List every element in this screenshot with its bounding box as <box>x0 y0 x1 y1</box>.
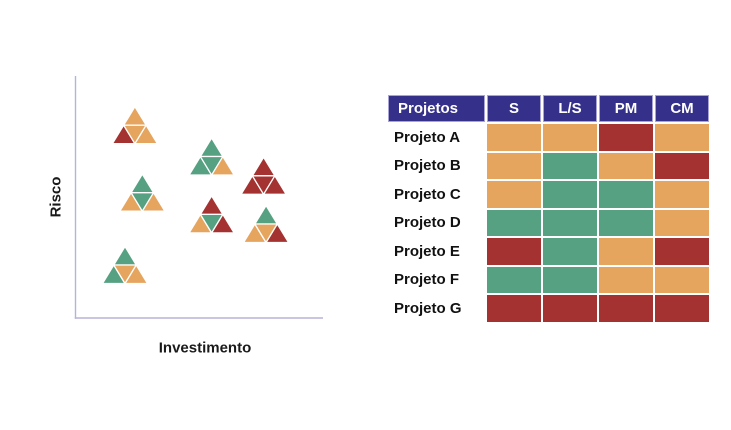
column-header-pm: PM <box>599 95 653 122</box>
triangle-marker <box>251 156 276 177</box>
status-cell-ls-orange <box>543 124 597 151</box>
column-header-cm: CM <box>655 95 709 122</box>
project-table-body: Projeto A Projeto B Projeto C Projeto D Proj… <box>388 124 709 322</box>
project-label: Projeto B <box>388 152 485 179</box>
status-cell-ls-teal <box>543 266 597 293</box>
status-cell-pm-teal <box>599 181 653 208</box>
status-cell-s-red <box>487 238 541 265</box>
scatter-plot-svg <box>74 76 323 319</box>
table-row: Projeto A <box>388 124 709 151</box>
table-header-row: Projetos S L/S PM CM <box>388 95 709 122</box>
status-cell-pm-orange <box>599 266 653 293</box>
column-header-ls: L/S <box>543 95 597 122</box>
triangle-marker <box>199 137 224 158</box>
triangle-marker <box>124 264 149 285</box>
status-cell-s-orange <box>487 181 541 208</box>
status-cell-cm-orange <box>655 124 709 151</box>
status-cell-cm-orange <box>655 266 709 293</box>
table-row: Projeto D <box>388 209 709 236</box>
triangle-marker <box>210 213 235 234</box>
triangle-marker <box>199 195 224 216</box>
triangle-marker <box>265 223 290 244</box>
status-cell-s-orange <box>487 124 541 151</box>
status-cell-pm-red <box>599 124 653 151</box>
triangle-marker <box>210 155 235 176</box>
table-row: Projeto G <box>388 295 709 322</box>
column-header-s: S <box>487 95 541 122</box>
table-row: Projeto E <box>388 238 709 265</box>
status-cell-cm-red <box>655 295 709 322</box>
status-cell-pm-teal <box>599 209 653 236</box>
status-cell-pm-orange <box>599 152 653 179</box>
status-cell-ls-teal <box>543 209 597 236</box>
status-cell-s-orange <box>487 152 541 179</box>
status-cell-pm-orange <box>599 238 653 265</box>
project-label: Projeto G <box>388 295 485 322</box>
status-cell-cm-red <box>655 152 709 179</box>
x-axis-label: Investimento <box>158 339 252 357</box>
triangle-marker <box>254 204 278 225</box>
triangle-marker <box>141 192 166 212</box>
triangle-marker <box>113 245 137 266</box>
project-label: Projeto E <box>388 238 485 265</box>
triangle-marker <box>134 124 159 145</box>
status-cell-ls-teal <box>543 152 597 179</box>
y-axis-label: Risco <box>47 176 65 218</box>
column-header-projetos: Projetos <box>388 95 485 122</box>
triangle-marker <box>130 173 155 194</box>
table-row: Projeto C <box>388 181 709 208</box>
project-label: Projeto A <box>388 124 485 151</box>
status-cell-cm-orange <box>655 209 709 236</box>
status-cell-cm-orange <box>655 181 709 208</box>
status-cell-s-red <box>487 295 541 322</box>
triangle-marker <box>262 175 287 195</box>
status-cell-ls-teal <box>543 181 597 208</box>
status-cell-pm-red <box>599 295 653 322</box>
table-row: Projeto F <box>388 266 709 293</box>
status-cell-cm-red <box>655 238 709 265</box>
status-cell-s-teal <box>487 266 541 293</box>
status-cell-s-teal <box>487 209 541 236</box>
project-label: Projeto C <box>388 181 485 208</box>
table-row: Projeto B <box>388 152 709 179</box>
status-cell-ls-teal <box>543 238 597 265</box>
project-label: Projeto F <box>388 266 485 293</box>
triangle-marker <box>123 106 147 126</box>
project-label: Projeto D <box>388 209 485 236</box>
status-cell-ls-red <box>543 295 597 322</box>
